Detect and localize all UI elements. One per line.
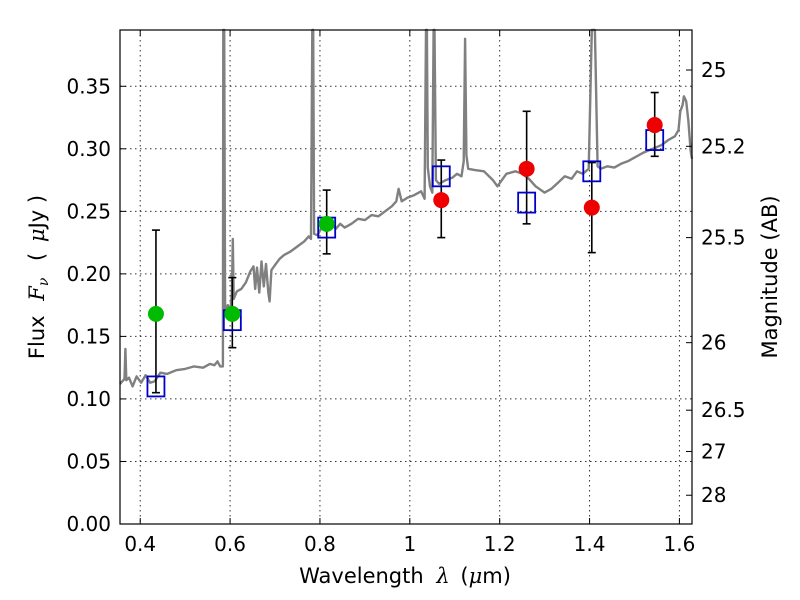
model-square-5 (582, 160, 602, 183)
y-tick-label: 0.25 (66, 199, 111, 223)
x-tick-label: 1 (403, 532, 416, 556)
green-data-point-0 (147, 305, 164, 322)
y-tick-label: 0.05 (66, 449, 111, 473)
y-tick-label: 0.20 (66, 262, 111, 286)
y-tick-label: 0.00 (66, 512, 111, 536)
x-axis-label-unit: m) (482, 564, 511, 588)
grid-lines (120, 30, 692, 524)
y-axis-label-subscript: ν (36, 277, 52, 286)
y-axis-label-symbol: F (25, 285, 49, 302)
red-data-point-3 (646, 117, 663, 134)
x-axis-label-symbol: λ (435, 564, 449, 588)
y2-axis-label: Magnitude (AB) (758, 195, 782, 358)
y-axis-label-open: ( (25, 253, 49, 261)
red-data-point-1 (518, 160, 535, 177)
x-axis-label-open: ( (460, 564, 468, 588)
error-bars (151, 91, 659, 394)
red-data-point-0 (433, 192, 450, 209)
y-tick-label: 0.30 (66, 137, 111, 161)
mag-tick-label: 25.5 (701, 226, 746, 250)
axis-ticks: 0.4 0.6 0.8 1 1.2 1.4 1.6 0.00 0.05 0.10 0.15 0.20 0… (66, 30, 746, 556)
plot-frame (119, 29, 693, 525)
y-axis-label-unit: Jy ) (25, 195, 49, 231)
observed-points (147, 117, 663, 322)
green-data-point-1 (224, 305, 241, 322)
x-tick-label: 0.4 (124, 532, 156, 556)
x-tick-label: 1.6 (664, 532, 696, 556)
mag-tick-label: 26 (701, 331, 726, 355)
y-axis-label-mu: μ (25, 228, 49, 242)
mag-tick-label: 26.5 (701, 398, 746, 422)
x-axis-label-mu: μ (469, 564, 483, 588)
x-tick-label: 0.6 (214, 532, 246, 556)
y-tick-label: 0.10 (66, 387, 111, 411)
model-square-4 (517, 191, 537, 214)
mag-tick-label: 25.2 (701, 134, 746, 158)
y-axis-label-text: Flux (25, 315, 49, 359)
mag-tick-label: 25 (701, 58, 726, 82)
x-axis-label: Wavelength λ (μm) (299, 564, 511, 588)
model-photometry-squares (146, 129, 665, 398)
model-square-0 (146, 375, 166, 398)
mag-tick-label: 28 (701, 483, 726, 507)
mag-tick-label: 27 (701, 439, 726, 463)
green-data-point-2 (318, 215, 335, 232)
y-tick-label: 0.15 (66, 324, 111, 348)
y-tick-label: 0.35 (66, 74, 111, 98)
x-tick-label: 0.8 (304, 532, 336, 556)
model-square-3 (431, 165, 451, 188)
x-tick-label: 1.4 (574, 532, 606, 556)
model-spectrum (119, 28, 694, 388)
x-axis-label-text: Wavelength (299, 564, 424, 588)
model-spectrum-line (119, 28, 694, 388)
x-tick-label: 1.2 (484, 532, 516, 556)
y-axis-label: Flux Fν ( μJy ) (25, 195, 53, 359)
red-data-point-2 (583, 199, 600, 216)
